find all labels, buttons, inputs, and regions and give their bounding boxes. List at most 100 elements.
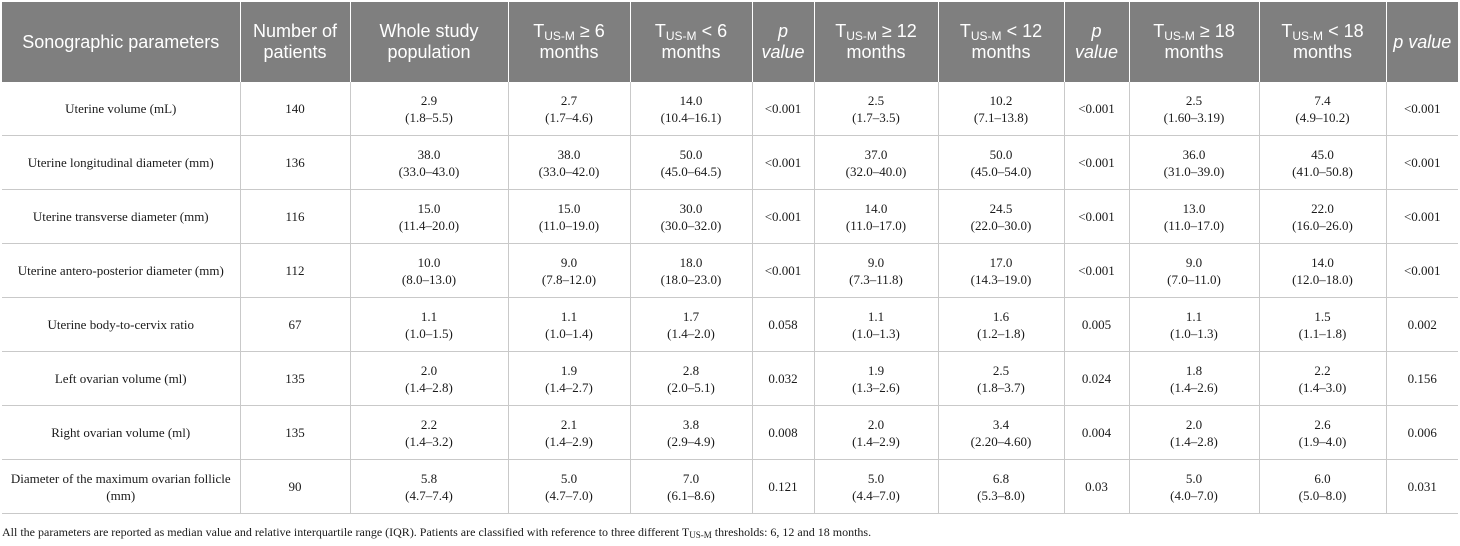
iqr-value: (4.4–7.0) [852,487,900,503]
header-subscript: US-M [1292,29,1324,43]
table-cell: 0.006 [1385,405,1458,460]
table-cell: 112 [239,243,350,298]
header-subscript: US-M [1164,29,1195,43]
median-value: 2.5 [1185,92,1203,108]
footnote-text-end: thresholds: 6, 12 and 18 months. [711,525,872,539]
table-cell: 2.8 (2.0–5.1) [629,351,752,406]
iqr-value: (7.1–13.8) [973,109,1029,125]
column-header: p value [1385,2,1458,82]
cell-value: <0.001 [764,209,802,224]
sonographic-parameters-table: Sonographic parameters Number of patients… [2,2,1458,514]
table-cell: 38.0 (33.0–42.0) [507,135,630,190]
column-header: TUS-M < 18 months [1258,2,1386,82]
parameter-label: Uterine longitudinal diameter (mm) [27,155,214,170]
table-cell: <0.001 [1385,82,1458,136]
header-text-suffix: < 12 months [971,21,1043,62]
header-subscript: US-M [544,29,575,43]
table-cell: 135 [239,405,350,460]
parameter-label: Uterine volume (mL) [65,101,177,116]
table-cell: 90 [239,459,350,514]
iqr-value: (1.8–3.7) [977,379,1025,395]
cell-value: 0.008 [768,425,798,440]
parameter-label: Uterine body-to-cervix ratio [47,317,195,332]
column-header: TUS-M ≥ 18 months [1128,2,1259,82]
median-value: 10.2 [989,92,1013,108]
table-cell: 0.008 [751,405,814,460]
iqr-value: (1.4–2.6) [1170,379,1218,395]
table-row: Uterine antero-posterior diameter (mm) 11… [2,243,1458,298]
cell-value: <0.001 [1078,101,1115,116]
table-cell: 1.9 (1.4–2.7) [507,351,630,406]
median-value: 45.0 [1311,146,1334,162]
header-subscript: US-M [846,29,877,43]
table-cell: <0.001 [1385,189,1458,244]
iqr-value: (2.9–4.9) [667,433,715,449]
table-cell: Uterine antero-posterior diameter (mm) [2,243,240,298]
cell-value: 67 [288,317,302,332]
cell-value: 0.156 [1407,371,1437,386]
table-cell: 2.5 (1.8–3.7) [937,351,1064,406]
table-cell: 36.0 (31.0–39.0) [1128,135,1259,190]
median-value: 38.0 [417,146,441,162]
table-row: Uterine transverse diameter (mm) 116 15.0(… [2,189,1458,244]
median-value: 1.5 [1314,308,1331,324]
table-cell: 6.0 (5.0–8.0) [1258,459,1386,514]
table-cell: 135 [239,351,350,406]
median-value: 5.0 [1185,470,1203,486]
cell-value: <0.001 [1403,155,1441,170]
column-header: TUS-M < 12 months [937,2,1064,82]
cell-value: 0.03 [1085,479,1108,494]
table-cell: <0.001 [751,243,814,298]
table-row: Right ovarian volume (ml) 135 2.2 (1.4–3.2)… [2,405,1458,460]
table-cell: Diameter of the maximum ovarian follicle… [2,459,240,514]
table-cell: 6.8 (5.3–8.0) [937,459,1064,514]
iqr-value: (1.0–1.3) [852,325,900,341]
table-cell: 3.4 (2.20–4.60) [937,405,1064,460]
iqr-value: (1.4–3.2) [405,433,453,449]
table-cell: 0.031 [1385,459,1458,514]
table-cell: 0.005 [1063,297,1129,352]
table-cell: Uterine longitudinal diameter (mm) [2,135,240,190]
table-cell: 15.0 (11.0–19.0) [507,189,630,244]
median-value: 1.8 [1185,362,1203,378]
median-value: 2.6 [1314,416,1331,432]
table-cell: Uterine volume (mL) [2,82,240,136]
table-cell: <0.001 [1063,243,1129,298]
table-cell: 2.1 (1.4–2.9) [507,405,630,460]
cell-value: 116 [285,209,305,224]
median-value: 18.0 [679,254,703,270]
median-value: 1.1 [560,308,578,324]
median-value: 30.0 [679,200,703,216]
cell-value: 135 [285,371,305,386]
header-text: Number of patients [252,21,338,62]
cell-value: <0.001 [1078,155,1115,170]
header-text: T [835,21,847,41]
iqr-value: (33.0–43.0) [398,163,460,179]
cell-value: <0.001 [1403,263,1441,278]
median-value: 2.2 [420,416,438,432]
column-header: TUS-M ≥ 6 months [507,2,630,82]
iqr-value: (1.4–2.0) [667,325,715,341]
iqr-value: (32.0–40.0) [845,163,907,179]
table-cell: <0.001 [1385,243,1458,298]
median-value: 1.6 [992,308,1010,324]
cell-value: <0.001 [1078,263,1115,278]
table-cell: Right ovarian volume (ml) [2,405,240,460]
median-value: 9.0 [560,254,578,270]
header-text: T [654,21,666,41]
table-row: Diameter of the maximum ovarian follicle… [2,459,1458,514]
median-value: 38.0 [557,146,581,162]
table-cell: 17.0 (14.3–19.0) [937,243,1064,298]
table-cell: <0.001 [751,135,814,190]
table-cell: 2.9 (1.8–5.5) [349,82,508,136]
cell-value: 112 [285,263,305,278]
iqr-value: (1.2–1.8) [977,325,1025,341]
table-cell: 116 [239,189,350,244]
cell-value: 136 [285,155,305,170]
median-value: 5.8 [420,470,438,486]
cell-value: 135 [285,425,305,440]
header-text: p value [1074,21,1119,62]
table-cell: 1.8 (1.4–2.6) [1128,351,1259,406]
cell-value: 0.031 [1407,479,1437,494]
parameter-label: Diameter of the maximum ovarian follicle… [10,470,231,503]
